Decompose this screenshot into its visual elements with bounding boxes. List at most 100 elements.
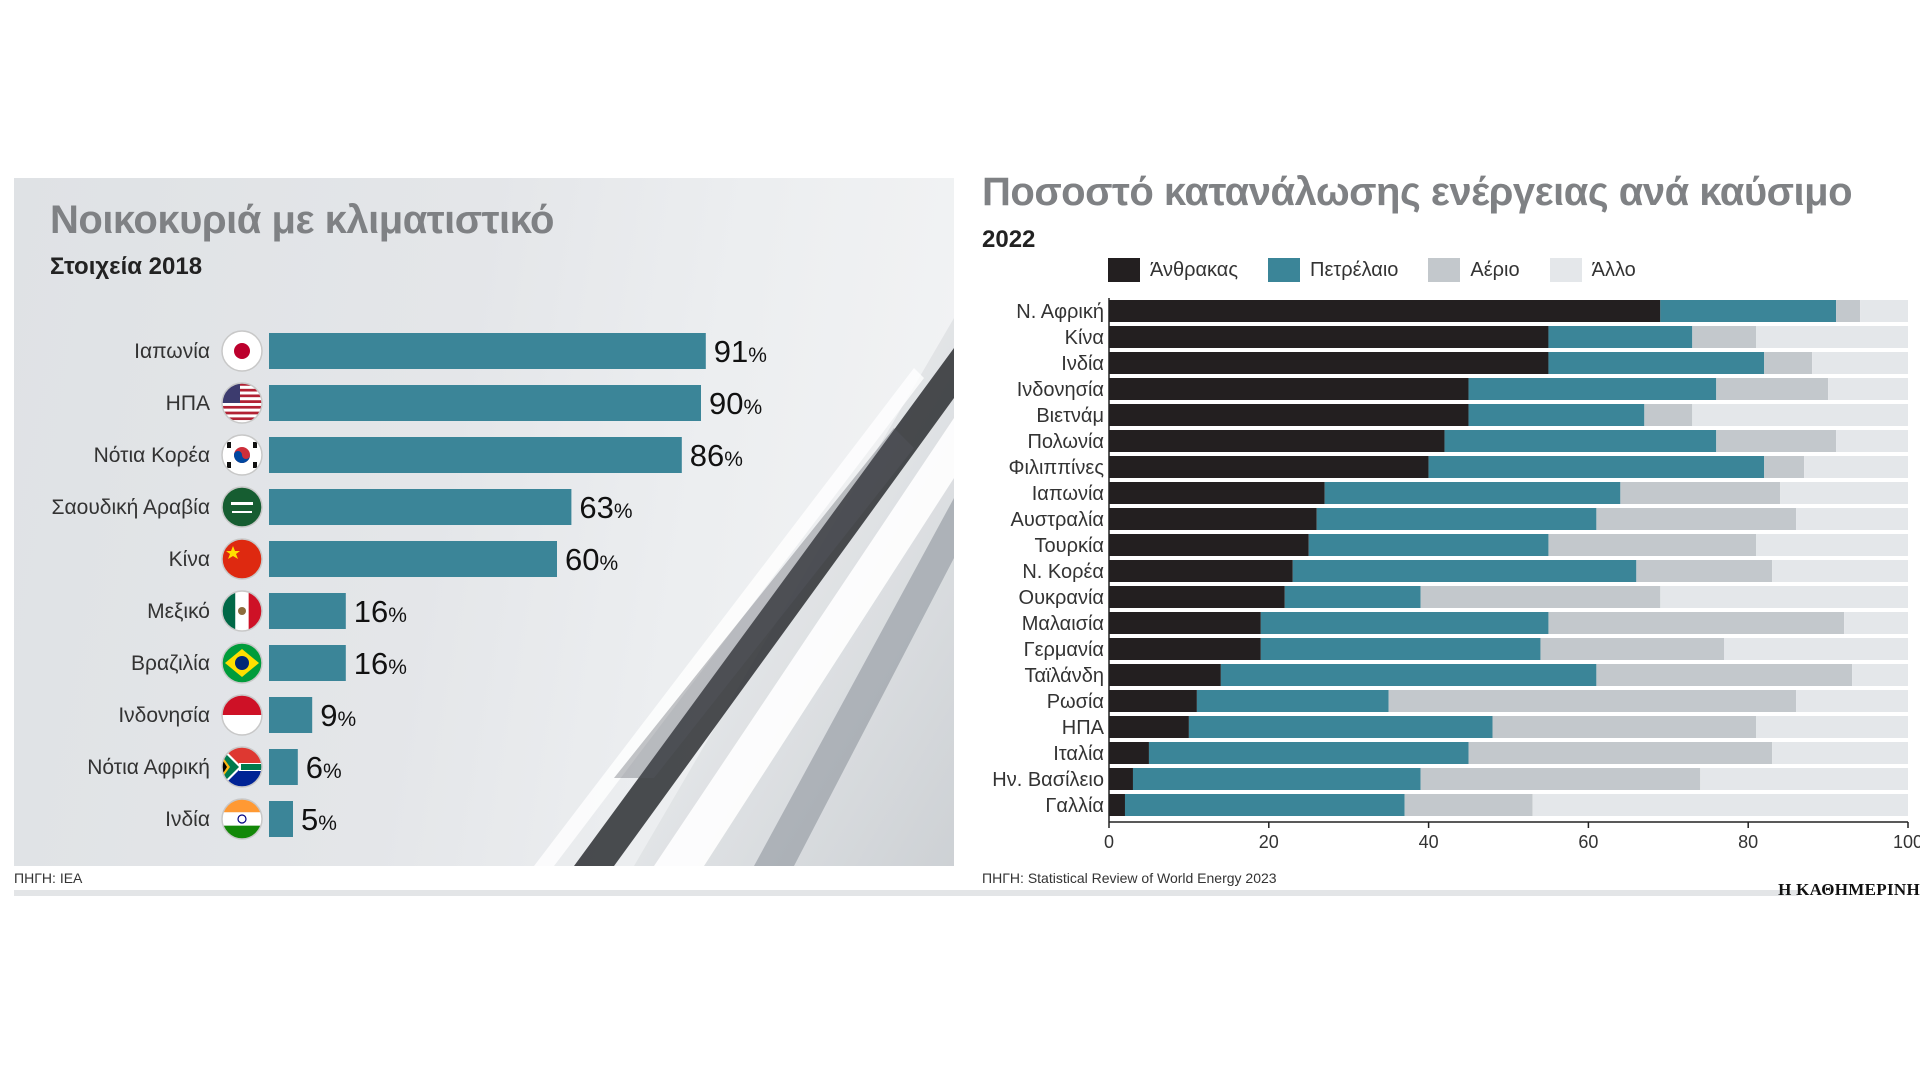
value-label: 86%: [690, 438, 743, 473]
segment-oil: [1132, 768, 1421, 790]
energy-row: ΗΠΑ: [1062, 716, 1908, 739]
energy-row: Ν. Αφρική: [1016, 300, 1908, 323]
segment-other: [1828, 378, 1908, 400]
segment-other: [1700, 768, 1908, 790]
energy-row: Ν. Κορέα: [1022, 560, 1908, 583]
ac-bar: [269, 801, 293, 837]
country-label: Σαουδική Αραβία: [52, 496, 210, 519]
segment-gas: [1596, 664, 1853, 686]
value-label: 91%: [714, 334, 767, 369]
bottom-divider: [14, 890, 1798, 896]
segment-gas: [1644, 404, 1693, 426]
segment-oil: [1468, 404, 1645, 426]
segment-gas: [1764, 456, 1805, 478]
value-label: 6%: [306, 750, 342, 785]
country-label: Νότια Αφρική: [87, 756, 210, 779]
segment-other: [1756, 534, 1908, 556]
legend-item: Πετρέλαιο: [1268, 258, 1398, 282]
segment-coal: [1109, 482, 1325, 504]
ac-bar: [269, 697, 313, 733]
mexico-flag-icon: [221, 590, 263, 632]
legend-item: Αέριο: [1428, 258, 1520, 282]
right-chart-title: Ποσοστό κατανάλωσης ενέργειας ανά καύσιμ…: [982, 170, 1853, 214]
fuel-legend: Άνθρακας Πετρέλαιο Αέριο Άλλο: [1108, 258, 1636, 282]
segment-other: [1804, 456, 1908, 478]
segment-oil: [1660, 300, 1837, 322]
x-tick-label: 100: [1893, 832, 1920, 852]
country-label: Φιλιππίνες: [1009, 457, 1105, 479]
x-tick-label: 20: [1259, 832, 1279, 852]
segment-coal: [1109, 560, 1293, 582]
segment-gas: [1716, 378, 1829, 400]
segment-oil: [1220, 664, 1597, 686]
segment-other: [1724, 638, 1908, 660]
segment-gas: [1420, 586, 1661, 608]
value-label: 60%: [565, 542, 618, 577]
ac-row: Ινδονησία 9%: [118, 694, 356, 736]
country-label: Ινδονησία: [1017, 379, 1104, 401]
segment-other: [1756, 716, 1908, 738]
country-label: Ν. Κορέα: [1022, 561, 1104, 583]
country-label: Βραζιλία: [131, 652, 210, 675]
legend-label: Πετρέλαιο: [1310, 258, 1399, 281]
legend-swatch: [1108, 258, 1140, 282]
ac-bar: [269, 489, 572, 525]
usa-flag-icon: [221, 382, 263, 424]
energy-row: Γερμανία: [1024, 638, 1908, 661]
segment-coal: [1109, 508, 1317, 530]
segment-oil: [1444, 430, 1717, 452]
energy-row: Ην. Βασίλειο: [992, 768, 1908, 791]
country-label: Βιετνάμ: [1036, 405, 1104, 427]
segment-coal: [1109, 300, 1661, 322]
country-label: Ουκρανία: [1019, 587, 1104, 609]
ac-bar: [269, 437, 682, 473]
energy-row: Γαλλία: [1045, 794, 1908, 817]
segment-oil: [1196, 690, 1389, 712]
ac-households-bar-chart: Ιαπωνία 91% ΗΠΑ 90% Νότια Κορέα 86% Σαουδική Α…: [52, 330, 767, 840]
segment-oil: [1260, 638, 1541, 660]
energy-row: Μαλαισία: [1022, 612, 1908, 635]
segment-oil: [1260, 612, 1549, 634]
segment-other: [1852, 664, 1908, 686]
ac-bar: [269, 593, 346, 629]
segment-oil: [1316, 508, 1597, 530]
segment-coal: [1109, 794, 1125, 816]
segment-oil: [1428, 456, 1765, 478]
segment-gas: [1636, 560, 1773, 582]
segment-coal: [1109, 586, 1285, 608]
segment-gas: [1620, 482, 1781, 504]
japan-flag-icon: [221, 330, 263, 372]
ac-bar: [269, 749, 298, 785]
value-label: 9%: [320, 698, 356, 733]
south-korea-flag-icon: [221, 434, 263, 476]
segment-coal: [1109, 742, 1149, 764]
ac-bar: [269, 385, 701, 421]
energy-row: Ουκρανία: [1019, 586, 1908, 609]
segment-coal: [1109, 612, 1261, 634]
segment-oil: [1188, 716, 1493, 738]
segment-other: [1660, 586, 1908, 608]
right-chart-source: ΠΗΓΗ: Statistical Review of World Energy…: [982, 870, 1277, 886]
energy-row: Φιλιππίνες: [1009, 456, 1908, 479]
country-label: Ιαπωνία: [1032, 483, 1104, 505]
ac-row: Σαουδική Αραβία 63%: [52, 486, 633, 528]
segment-other: [1780, 482, 1908, 504]
segment-gas: [1388, 690, 1797, 712]
legend-label: Άλλο: [1591, 258, 1636, 281]
segment-coal: [1109, 352, 1549, 374]
segment-coal: [1109, 638, 1261, 660]
segment-other: [1796, 508, 1908, 530]
ac-row: Νότια Κορέα 86%: [94, 434, 743, 476]
indonesia-flag-icon: [221, 694, 263, 736]
country-label: Γερμανία: [1024, 639, 1104, 661]
segment-gas: [1836, 300, 1861, 322]
value-label: 63%: [579, 490, 632, 525]
segment-gas: [1596, 508, 1797, 530]
segment-other: [1796, 690, 1908, 712]
value-label: 16%: [354, 646, 407, 681]
country-label: Ταϊλάνδη: [1024, 665, 1104, 687]
energy-row: Ινδονησία: [1017, 378, 1908, 401]
legend-swatch: [1549, 258, 1582, 282]
value-label: 5%: [301, 802, 337, 837]
segment-gas: [1404, 794, 1533, 816]
